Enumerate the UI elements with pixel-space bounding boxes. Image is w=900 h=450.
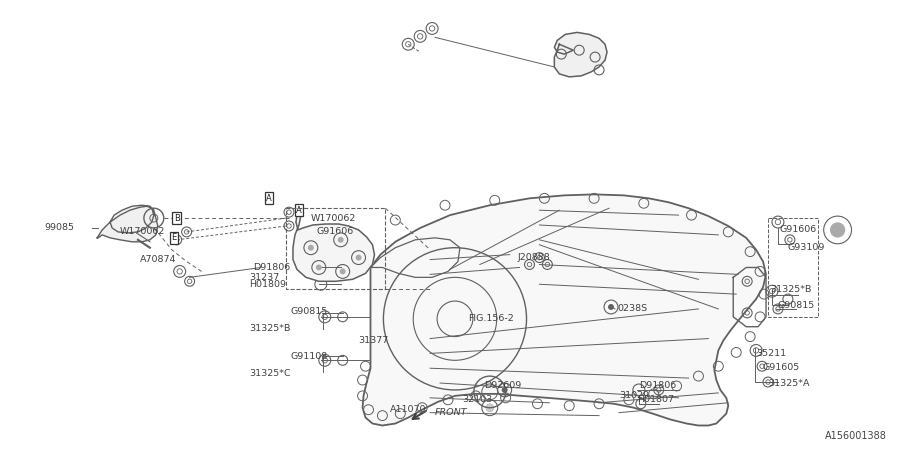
Text: W170062: W170062 xyxy=(120,227,166,236)
Polygon shape xyxy=(554,32,607,77)
Text: D91806: D91806 xyxy=(639,382,676,391)
Text: G91108: G91108 xyxy=(291,352,328,361)
Text: D92609: D92609 xyxy=(484,382,521,391)
Bar xyxy=(768,218,818,317)
Polygon shape xyxy=(363,194,766,426)
Circle shape xyxy=(339,269,346,274)
Circle shape xyxy=(308,245,314,251)
Text: A11070: A11070 xyxy=(391,405,427,414)
Circle shape xyxy=(486,404,494,412)
Text: 31377: 31377 xyxy=(358,336,389,345)
Text: 99085: 99085 xyxy=(44,224,75,233)
Polygon shape xyxy=(97,205,158,242)
Text: A: A xyxy=(266,194,272,203)
Text: E: E xyxy=(171,234,176,243)
Text: H01807: H01807 xyxy=(637,395,674,404)
Text: 31237: 31237 xyxy=(249,273,280,282)
Text: A: A xyxy=(296,206,302,215)
Text: 31325*C: 31325*C xyxy=(249,369,291,378)
Text: 0238S: 0238S xyxy=(617,305,647,314)
Circle shape xyxy=(338,237,344,243)
Text: 31325*B: 31325*B xyxy=(770,285,812,294)
Text: 31029: 31029 xyxy=(619,392,649,400)
Circle shape xyxy=(608,304,614,310)
Text: D91806: D91806 xyxy=(253,263,291,272)
Text: G91606: G91606 xyxy=(317,227,354,236)
Circle shape xyxy=(356,255,362,261)
Circle shape xyxy=(830,222,845,238)
Circle shape xyxy=(501,387,508,393)
Bar xyxy=(286,208,385,289)
Text: B: B xyxy=(174,214,180,223)
Text: A70874: A70874 xyxy=(140,255,176,264)
Text: H01809: H01809 xyxy=(249,280,286,289)
Text: G90815: G90815 xyxy=(778,302,815,310)
Text: FIG.156-2: FIG.156-2 xyxy=(468,315,514,324)
Text: A156001388: A156001388 xyxy=(825,431,887,441)
Text: G90815: G90815 xyxy=(291,307,328,316)
Polygon shape xyxy=(293,215,374,281)
Text: J20888: J20888 xyxy=(518,253,550,262)
Text: G91606: G91606 xyxy=(780,225,817,234)
Text: 31325*B: 31325*B xyxy=(249,324,291,333)
Text: W170062: W170062 xyxy=(310,214,356,223)
Text: G93109: G93109 xyxy=(788,243,825,252)
Text: FRONT: FRONT xyxy=(435,408,468,417)
Text: G91605: G91605 xyxy=(762,363,799,372)
Text: 31325*A: 31325*A xyxy=(768,378,809,387)
Text: 35211: 35211 xyxy=(756,349,787,358)
Text: 32103: 32103 xyxy=(462,395,492,404)
Circle shape xyxy=(316,265,322,270)
